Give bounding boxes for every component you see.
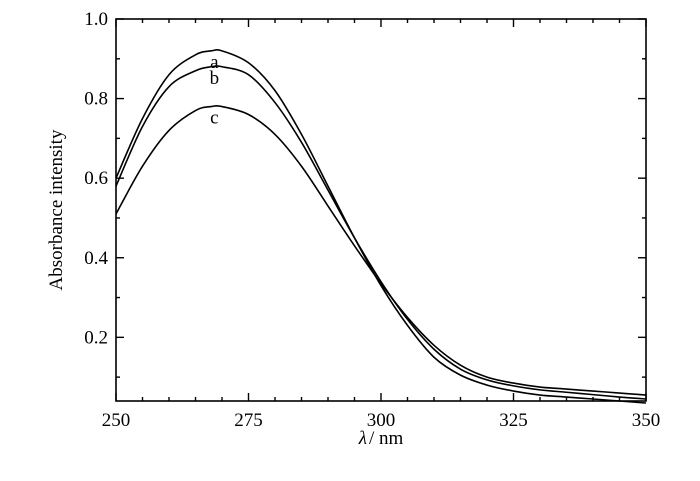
- y-tick-label: 1.0: [84, 9, 108, 30]
- series-line-c: [115, 104, 647, 396]
- series-line-b: [115, 65, 647, 400]
- x-tick-label: 250: [102, 410, 131, 431]
- x-tick-label: 300: [367, 410, 396, 431]
- x-axis-label: λ / nm: [358, 428, 404, 449]
- y-tick-label: 0.2: [84, 327, 108, 348]
- y-tick-label: 0.8: [84, 89, 108, 110]
- plot-frame: [115, 18, 647, 402]
- series-label-a: a: [210, 52, 219, 73]
- x-tick-label: 350: [632, 410, 661, 431]
- series-label-b: b: [210, 68, 220, 89]
- curves-layer: [115, 48, 647, 404]
- x-axis-symbol: λ: [358, 428, 367, 449]
- labels-layer: 250 275 300 325 350 0.2 0.4 0.6 0.8 1.0 abc: [84, 9, 660, 431]
- y-tick-label: 0.4: [84, 248, 108, 269]
- series-line-a: [115, 48, 647, 404]
- x-tick-label: 275: [234, 410, 263, 431]
- y-tick-label: 0.6: [84, 168, 108, 189]
- ticks-layer: [115, 18, 647, 401]
- x-tick-label: 325: [499, 410, 528, 431]
- x-axis-unit: / nm: [369, 428, 404, 449]
- y-axis-label: Absorbance intensity: [46, 129, 67, 290]
- series-label-c: c: [210, 108, 218, 129]
